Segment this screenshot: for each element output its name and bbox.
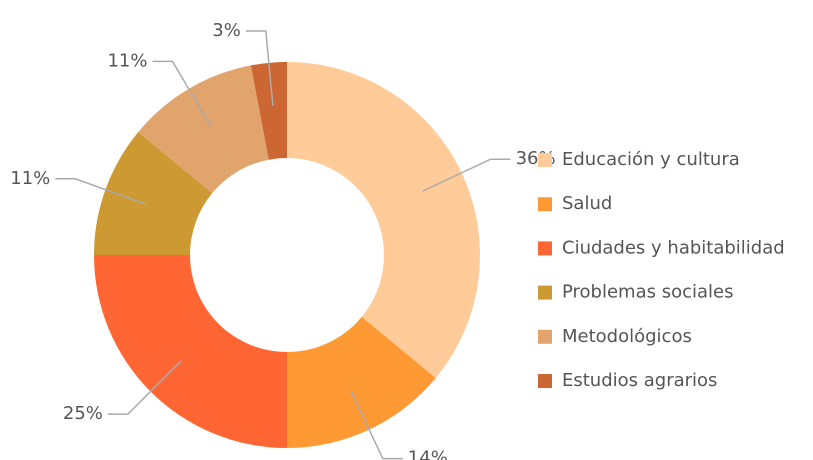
donut-slice [250, 62, 287, 160]
legend-label: Educación y cultura [562, 149, 740, 170]
donut-slice [138, 65, 269, 194]
data-label: 11% [10, 168, 50, 189]
legend-swatch [538, 153, 552, 167]
legend-label: Ciudades y habitabilidad [562, 237, 785, 258]
leader-line [152, 60, 212, 127]
data-label: 3% [212, 20, 241, 41]
legend-label: Metodológicos [562, 326, 692, 347]
legend-label: Problemas sociales [562, 282, 734, 303]
legend-swatch [538, 241, 552, 256]
donut-slice [94, 131, 213, 255]
legend-swatch [538, 374, 552, 388]
data-label: 14% [408, 448, 448, 460]
data-label: 25% [63, 403, 103, 424]
legend-label: Estudios agrarios [562, 370, 717, 391]
leader-line [245, 30, 274, 106]
leader-line [55, 178, 147, 205]
leader-line [107, 360, 182, 415]
donut-slice [94, 255, 287, 448]
data-label: 11% [107, 50, 147, 71]
donut-slice [287, 62, 480, 379]
legend-swatch [538, 285, 552, 300]
legend-swatch [538, 329, 552, 344]
leader-line [422, 158, 511, 192]
legend-label: Salud [562, 193, 612, 214]
donut-slice [287, 316, 436, 448]
leader-line [350, 390, 403, 460]
legend-swatch [538, 197, 552, 212]
